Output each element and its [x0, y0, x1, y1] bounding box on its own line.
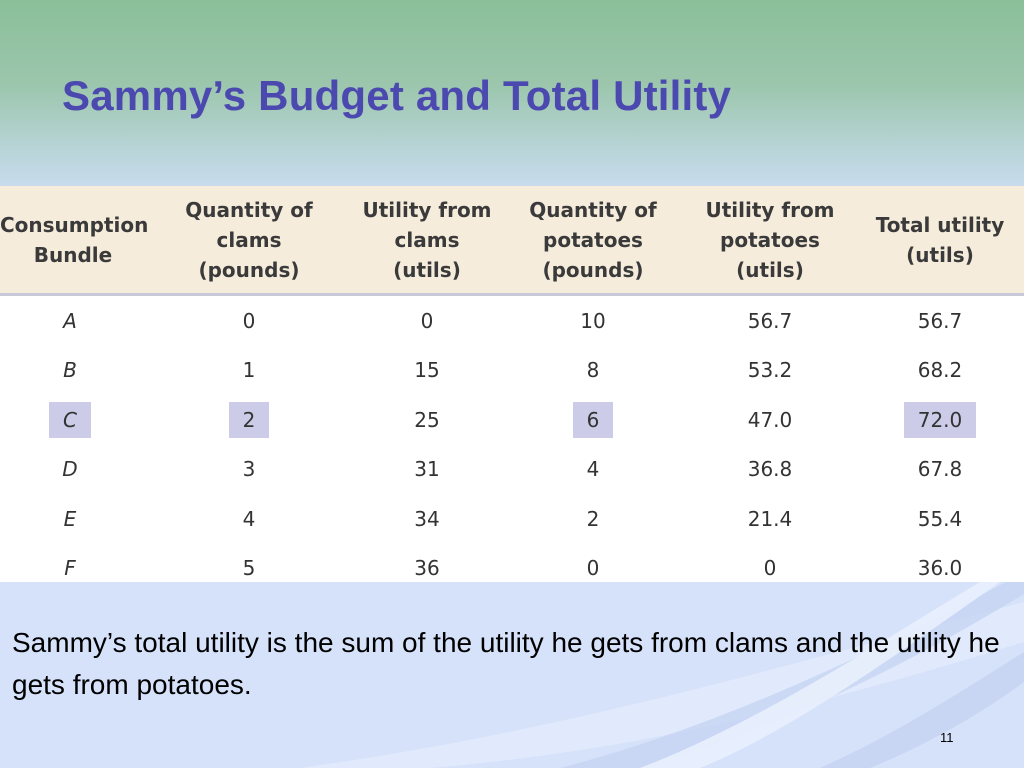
cell-total-utility: 56.7 — [917, 308, 963, 333]
table-row-highlighted: C 2 25 6 47.0 72.0 — [0, 395, 1024, 445]
cell-qty-clams: 5 — [242, 556, 256, 581]
cell-bundle: A — [63, 308, 77, 333]
header-quantity-potatoes: Quantity of potatoes (pounds) — [502, 186, 684, 296]
slide-title: Sammy’s Budget and Total Utility — [62, 72, 732, 119]
cell-qty-clams: 2 — [146, 395, 352, 445]
cell-util-potatoes: 47.0 — [747, 407, 793, 432]
table-row: A 0 0 10 56.7 56.7 — [0, 295, 1024, 346]
cell-util-clams: 15 — [414, 358, 440, 383]
cell-total-utility: 36.0 — [917, 556, 963, 581]
highlight-marker: C — [49, 401, 91, 438]
cell-util-clams: 34 — [414, 506, 440, 531]
cell-qty-potatoes: 8 — [586, 358, 600, 383]
cell-bundle: E — [63, 506, 77, 531]
cell-qty-potatoes: 4 — [586, 457, 600, 482]
cell-bundle: B — [63, 358, 77, 383]
cell-bundle: F — [64, 556, 76, 581]
header-quantity-clams: Quantity of clams (pounds) — [146, 186, 352, 296]
cell-total-utility: 55.4 — [917, 506, 963, 531]
cell-total-utility: 68.2 — [917, 358, 963, 383]
cell-util-clams: 31 — [414, 457, 440, 482]
cell-util-potatoes: 53.2 — [747, 358, 793, 383]
table-row: E 4 34 2 21.4 55.4 — [0, 494, 1024, 544]
cell-qty-clams: 4 — [242, 506, 256, 531]
cell-util-clams: 0 — [420, 308, 434, 333]
cell-util-potatoes: 56.7 — [747, 308, 793, 333]
cell-qty-clams: 0 — [242, 308, 256, 333]
cell-util-potatoes: 21.4 — [747, 506, 793, 531]
highlight-marker: 72.0 — [903, 401, 977, 438]
highlight-marker: 2 — [228, 401, 270, 438]
cell-qty-potatoes: 0 — [586, 556, 600, 581]
cell-qty-clams: 3 — [242, 457, 256, 482]
utility-table: Consumption Bundle Quantity of clams (po… — [0, 186, 1024, 593]
cell-util-clams: 25 — [414, 407, 440, 432]
cell-qty-potatoes: 2 — [586, 506, 600, 531]
cell-qty-potatoes: 6 — [502, 395, 684, 445]
utility-table-container: Consumption Bundle Quantity of clams (po… — [0, 186, 1024, 582]
table-row: F 5 36 0 0 36.0 — [0, 544, 1024, 594]
cell-total-utility: 72.0 — [856, 395, 1024, 445]
header-utility-potatoes: Utility from potatoes (utils) — [684, 186, 856, 296]
decorative-swoosh-background — [0, 582, 1024, 768]
table-row: B 1 15 8 53.2 68.2 — [0, 346, 1024, 396]
cell-util-potatoes: 0 — [763, 556, 777, 581]
cell-total-utility: 67.8 — [917, 457, 963, 482]
table-row: D 3 31 4 36.8 67.8 — [0, 445, 1024, 495]
cell-qty-potatoes: 10 — [580, 308, 606, 333]
cell-util-clams: 36 — [414, 556, 440, 581]
cell-qty-clams: 1 — [242, 358, 256, 383]
page-number: 11 — [940, 730, 954, 745]
header-consumption-bundle: Consumption Bundle — [0, 186, 148, 296]
cell-bundle: C — [0, 395, 146, 445]
slide-body-text: Sammy’s total utility is the sum of the … — [12, 627, 1000, 700]
header-total-utility: Total utility (utils) — [856, 186, 1024, 296]
cell-util-potatoes: 36.8 — [747, 457, 793, 482]
highlight-marker: 6 — [572, 401, 614, 438]
header-utility-clams: Utility from clams (utils) — [352, 186, 502, 296]
top-gradient-band — [0, 0, 1024, 190]
table-header-row: Consumption Bundle Quantity of clams (po… — [0, 186, 1024, 296]
cell-bundle: D — [62, 457, 78, 482]
